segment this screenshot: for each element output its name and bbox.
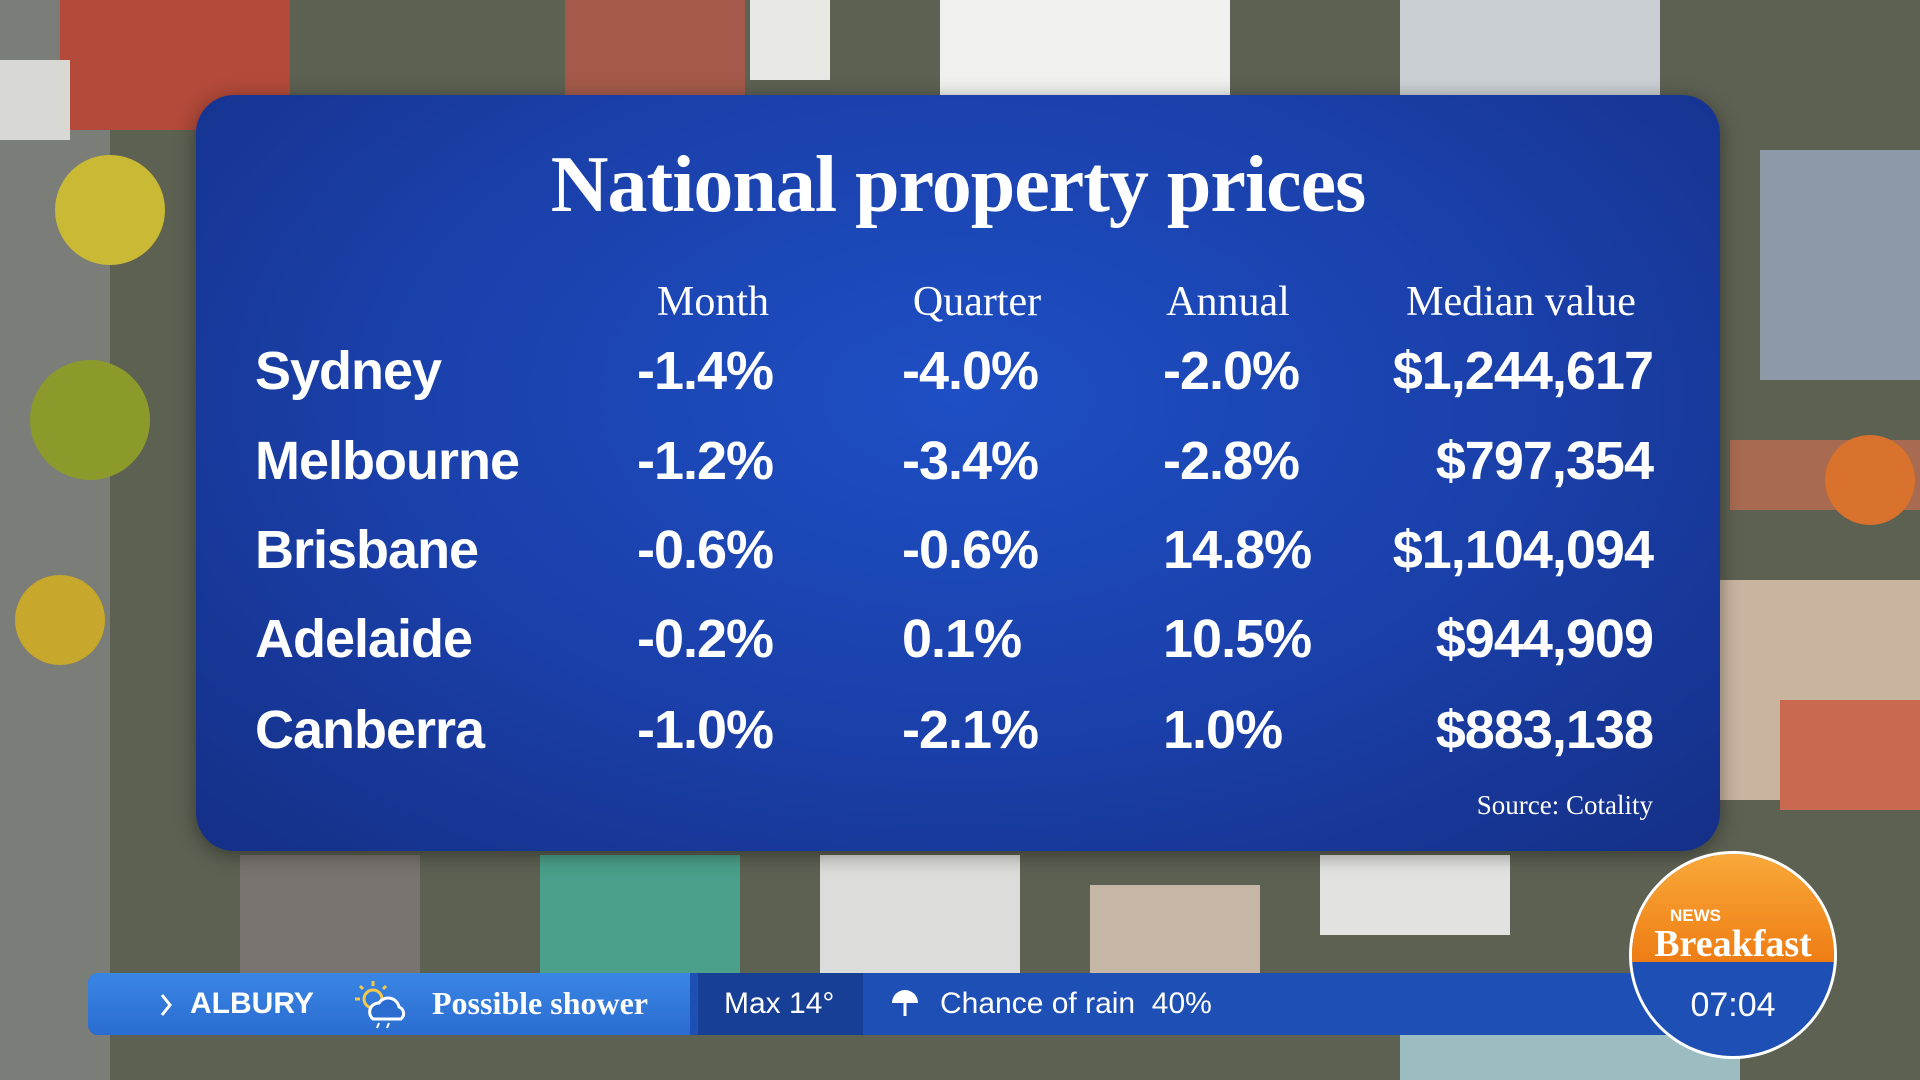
badge-top bbox=[1632, 854, 1834, 962]
table-cell: $883,138 bbox=[1435, 700, 1654, 760]
row-label: Sydney bbox=[255, 341, 442, 401]
row-label: Brisbane bbox=[255, 520, 479, 580]
table-cell: -4.0% bbox=[902, 341, 1039, 401]
max-temp: Max 14° bbox=[724, 987, 835, 1020]
column-header: Median value bbox=[1406, 279, 1636, 325]
table-panel bbox=[196, 95, 1720, 851]
arrow-icon bbox=[160, 994, 172, 1016]
rain-chance: Chance of rain 40% bbox=[940, 987, 1212, 1020]
source: Source: Cotality bbox=[1476, 790, 1653, 820]
column-header: Annual bbox=[1166, 279, 1290, 325]
table-cell: 1.0% bbox=[1163, 700, 1283, 760]
table-cell: $1,244,617 bbox=[1392, 341, 1654, 401]
row-label: Melbourne bbox=[255, 431, 520, 491]
program: Breakfast bbox=[1654, 923, 1812, 965]
network: NEWS bbox=[1670, 906, 1721, 925]
table-cell: -1.0% bbox=[637, 700, 774, 760]
table-cell: -1.2% bbox=[637, 431, 774, 491]
weather: Possible shower bbox=[432, 985, 648, 1021]
table-cell: -3.4% bbox=[902, 431, 1039, 491]
table-cell: -0.6% bbox=[902, 520, 1039, 580]
column-header: Month bbox=[656, 279, 769, 325]
program-badge: NEWS Breakfast 07:04 bbox=[1629, 851, 1837, 1059]
weather-icon bbox=[355, 981, 406, 1029]
clock: 07:04 bbox=[1690, 986, 1776, 1024]
umbrella-icon bbox=[892, 990, 918, 1016]
row-label: Canberra bbox=[255, 700, 485, 760]
table-cell: -1.4% bbox=[637, 341, 774, 401]
table-cell: 10.5% bbox=[1163, 609, 1312, 669]
table-cell: -0.2% bbox=[637, 609, 774, 669]
table-cell: $944,909 bbox=[1435, 609, 1654, 669]
table-cell: -2.8% bbox=[1163, 431, 1300, 491]
weather-ticker: ALBURY Possible shower Max 14° Chance of… bbox=[88, 973, 1702, 1035]
ticker-max-panel bbox=[698, 973, 863, 1035]
title: National property prices bbox=[550, 141, 1366, 229]
table-cell: -0.6% bbox=[637, 520, 774, 580]
location: ALBURY bbox=[190, 987, 314, 1020]
row-label: Adelaide bbox=[255, 609, 473, 669]
column-header: Quarter bbox=[912, 279, 1042, 325]
badge-bottom bbox=[1632, 962, 1834, 1056]
table-cell: 0.1% bbox=[902, 609, 1022, 669]
table-cell: 14.8% bbox=[1163, 520, 1312, 580]
table-cell: $797,354 bbox=[1435, 431, 1654, 491]
table-cell: -2.1% bbox=[902, 700, 1039, 760]
table-cell: $1,104,094 bbox=[1392, 520, 1654, 580]
table-cell: -2.0% bbox=[1163, 341, 1300, 401]
